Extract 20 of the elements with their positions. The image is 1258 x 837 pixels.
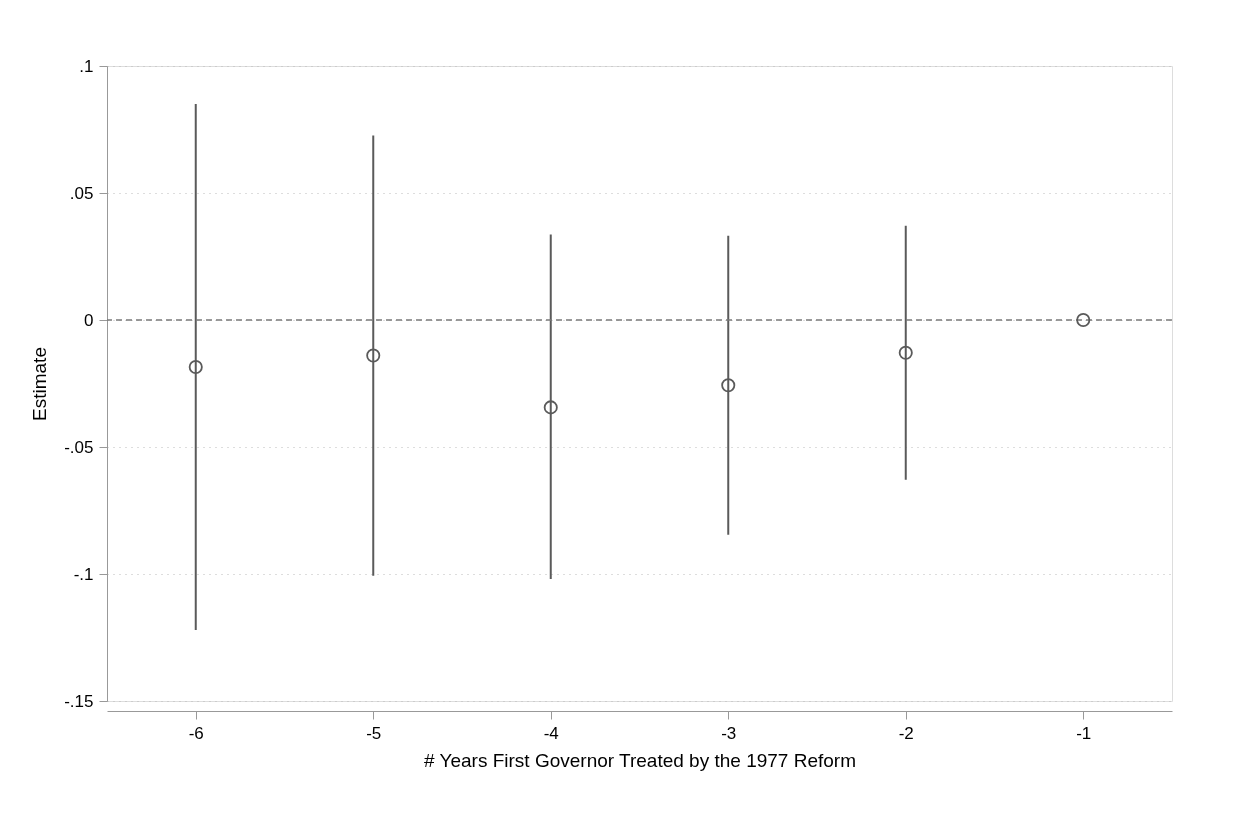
y-tick-label: .1 [79,56,94,76]
x-tick-label: -1 [1076,723,1092,743]
x-tick-label: -3 [721,723,737,743]
point [366,348,381,363]
y-tick-label: .05 [69,183,94,203]
x-tick-label: -5 [366,723,382,743]
x-tick-label: -2 [898,723,914,743]
point [898,345,913,360]
x-tick-label: -4 [543,723,559,743]
y-axis-title: Estimate [29,347,51,421]
point [721,378,736,393]
y-tick-label: -.05 [64,437,94,457]
y-tick-label: 0 [84,310,94,330]
y-tick-label: -.1 [73,564,94,584]
x-axis-title: # Years First Governor Treated by the 1977 Reform [424,749,856,771]
point [543,400,558,415]
x-tick-label: -6 [188,723,204,743]
point [188,359,203,374]
point [1076,312,1091,328]
y-tick-label: -.15 [64,691,94,711]
